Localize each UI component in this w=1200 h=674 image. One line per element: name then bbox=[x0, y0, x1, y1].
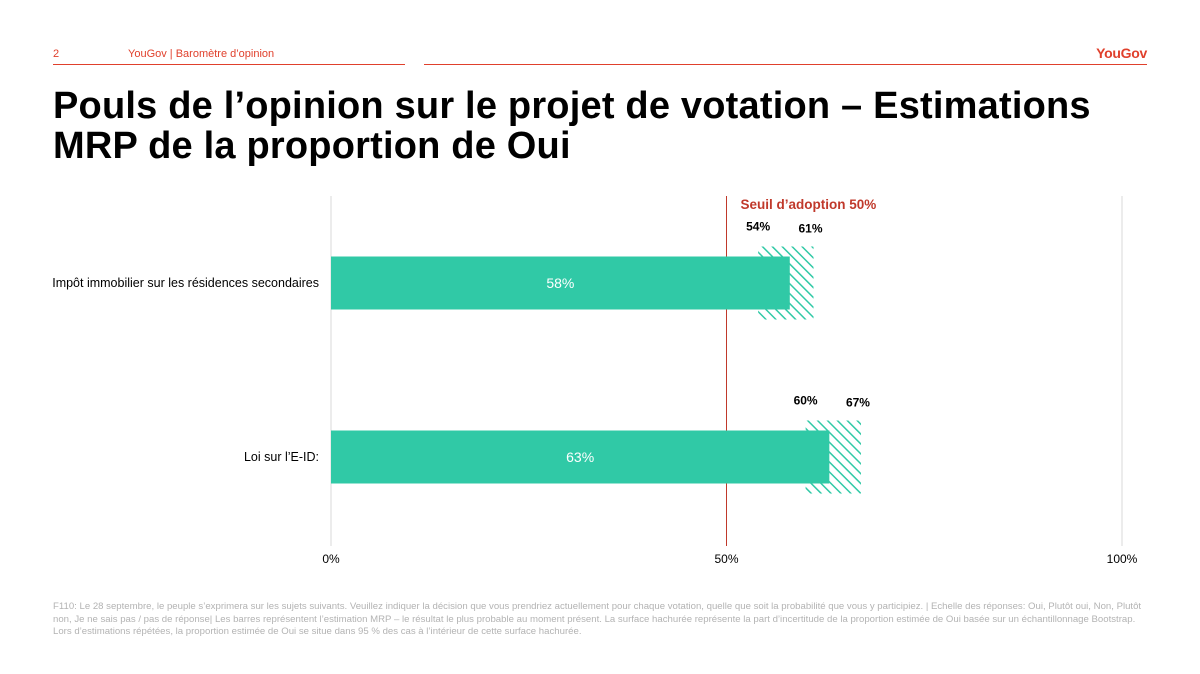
x-tick-label: 50% bbox=[714, 552, 738, 566]
interval-high-label: 67% bbox=[846, 396, 870, 410]
footnote: F110: Le 28 septembre, le peuple s’expri… bbox=[53, 601, 1142, 637]
bar-value-label: 63% bbox=[566, 449, 594, 465]
threshold-label: Seuil d’adoption 50% bbox=[741, 197, 877, 212]
header-divider-left bbox=[53, 64, 405, 65]
interval-high-label: 61% bbox=[798, 222, 822, 236]
page-title: Pouls de l’opinion sur le projet de vota… bbox=[53, 85, 1091, 167]
bar-chart: 0% 50% 100% Seuil d’adoption 50% Impôt immob… bbox=[52, 196, 1138, 566]
x-tick-label: 100% bbox=[1107, 552, 1138, 566]
bar bbox=[331, 256, 790, 310]
yougov-logo: YouGov bbox=[1096, 45, 1147, 61]
category-label: Loi sur l’E-ID: bbox=[244, 450, 319, 464]
bar bbox=[331, 430, 830, 484]
interval-low-label: 54% bbox=[746, 220, 770, 234]
header-section: YouGov | Baromètre d’opinion bbox=[128, 48, 275, 60]
interval-low-label: 60% bbox=[794, 394, 818, 408]
page-number: 2 bbox=[53, 48, 60, 60]
x-tick-label: 0% bbox=[322, 552, 340, 566]
bar-value-label: 58% bbox=[546, 275, 574, 291]
header-divider-right bbox=[424, 64, 1147, 65]
category-label: Impôt immobilier sur les résidences seco… bbox=[52, 276, 319, 290]
